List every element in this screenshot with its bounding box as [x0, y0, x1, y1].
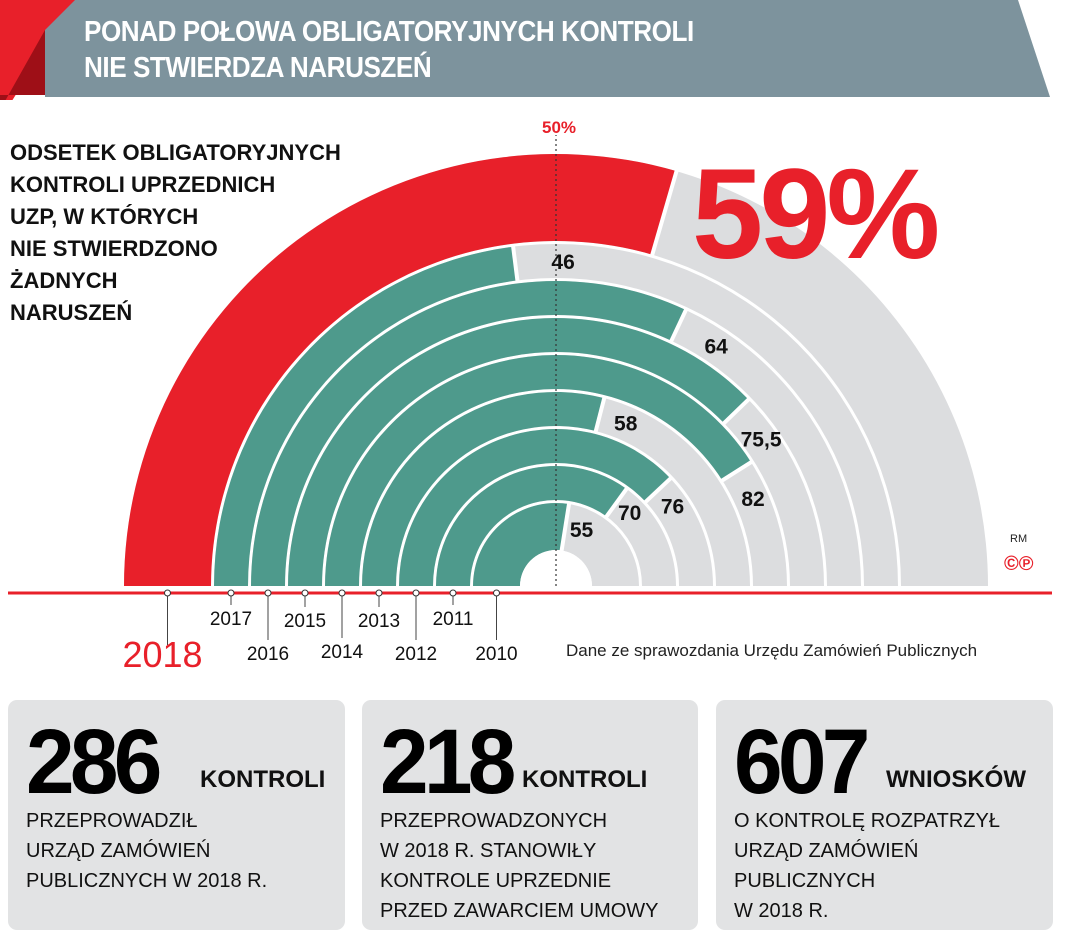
headline-value: 59% — [692, 143, 940, 286]
title-line-1: PONAD POŁOWA OBLIGATORYJNYCH KONTROLI — [84, 16, 694, 48]
value-label: 76 — [661, 495, 684, 518]
year-label-2016: 2016 — [247, 644, 289, 665]
stat-unit: KONTROLI — [522, 766, 648, 793]
year-label-2012: 2012 — [395, 644, 437, 665]
center-hole — [520, 550, 592, 586]
ring-bar-2014 — [325, 354, 752, 586]
value-label: 75,5 — [741, 428, 782, 451]
ring-bar-2011 — [436, 466, 627, 586]
year-label-2018: 2018 — [122, 634, 202, 675]
value-label: 55 — [570, 519, 594, 542]
chart-subtitle: ODSETEK OBLIGATORYJNYCH KONTROLI UPRZEDN… — [10, 140, 341, 325]
source-note: Dane ze sprawozdania Urzędu Zamówień Pub… — [566, 641, 978, 660]
copyright-icon: ©℗ — [1004, 553, 1034, 575]
bar-end-separator — [721, 397, 751, 426]
year-tick-dot — [264, 589, 272, 597]
stat-number: 218 — [380, 711, 516, 813]
bar-end-separator — [669, 308, 689, 343]
ring-bar-2010 — [473, 503, 569, 586]
year-tick-dot — [412, 589, 420, 597]
year-tick-dot — [227, 589, 235, 597]
ring-bar-2017 — [214, 246, 518, 586]
bar-end-separator — [720, 459, 753, 483]
stat-description: O KONTROLĘ ROZPATRZYŁ URZĄD ZAMÓWIEŃ PUB… — [734, 810, 1000, 922]
year-label-2015: 2015 — [284, 611, 326, 632]
bar-end-separator — [511, 245, 520, 282]
stat-number: 607 — [734, 711, 870, 813]
bar-end-separator — [593, 396, 607, 433]
year-tick-dot — [449, 589, 457, 597]
year-label-2013: 2013 — [358, 611, 400, 632]
reference-label: 50% — [542, 118, 576, 137]
bar-end-separator — [650, 169, 679, 257]
year-label-2011: 2011 — [433, 609, 474, 630]
bar-end-separator — [559, 502, 572, 552]
year-tick-dot — [301, 589, 309, 597]
value-label: 70 — [618, 502, 641, 525]
ring-bar-2018 — [124, 153, 677, 586]
value-label: 64 — [704, 335, 728, 358]
value-label: 82 — [741, 488, 764, 511]
stat-card: 607 WNIOSKÓW O KONTROLĘ ROZPATRZYŁ URZĄD… — [716, 700, 1053, 930]
author-initials: RM — [1010, 533, 1028, 545]
stat-number: 286 — [26, 711, 162, 813]
ring-bar-2012 — [399, 429, 671, 586]
year-tick-dot — [164, 589, 171, 597]
year-label-2017: 2017 — [210, 609, 252, 630]
radial-bar-chart: 46 64 75,5 82 58 76 70 55 50% 2018 2017 2016 2015 201… — [8, 118, 1052, 675]
stat-card: 286 KONTROLI PRZEPROWADZIŁ URZĄD ZAMÓWIE… — [8, 700, 345, 930]
year-tick-dot — [493, 589, 500, 597]
stat-unit: KONTROLI — [200, 766, 326, 793]
value-label: 46 — [551, 251, 574, 274]
bar-end-separator — [643, 476, 673, 504]
header-banner — [0, 0, 1050, 100]
ring-bar-2016 — [251, 280, 686, 586]
stat-description: PRZEPROWADZIŁ URZĄD ZAMÓWIEŃ PUBLICZNYCH… — [26, 810, 268, 892]
ring-bar-2015 — [288, 318, 749, 586]
stat-card: 218 KONTROLI PRZEPROWADZONYCH W 2018 R. … — [362, 700, 698, 930]
title-line-2: NIE STWIERDZA NARUSZEŃ — [84, 52, 432, 84]
stat-description: PRZEPROWADZONYCH W 2018 R. STANOWIŁY KON… — [380, 810, 659, 922]
year-tick-dot — [338, 589, 346, 597]
year-tick-dot — [375, 589, 383, 597]
year-label-2014: 2014 — [321, 642, 364, 663]
value-label: 58 — [614, 412, 638, 435]
ring-bar-2013 — [362, 392, 605, 586]
bar-end-separator — [604, 486, 629, 519]
stat-unit: WNIOSKÓW — [886, 766, 1026, 793]
year-label-2010: 2010 — [475, 644, 517, 665]
